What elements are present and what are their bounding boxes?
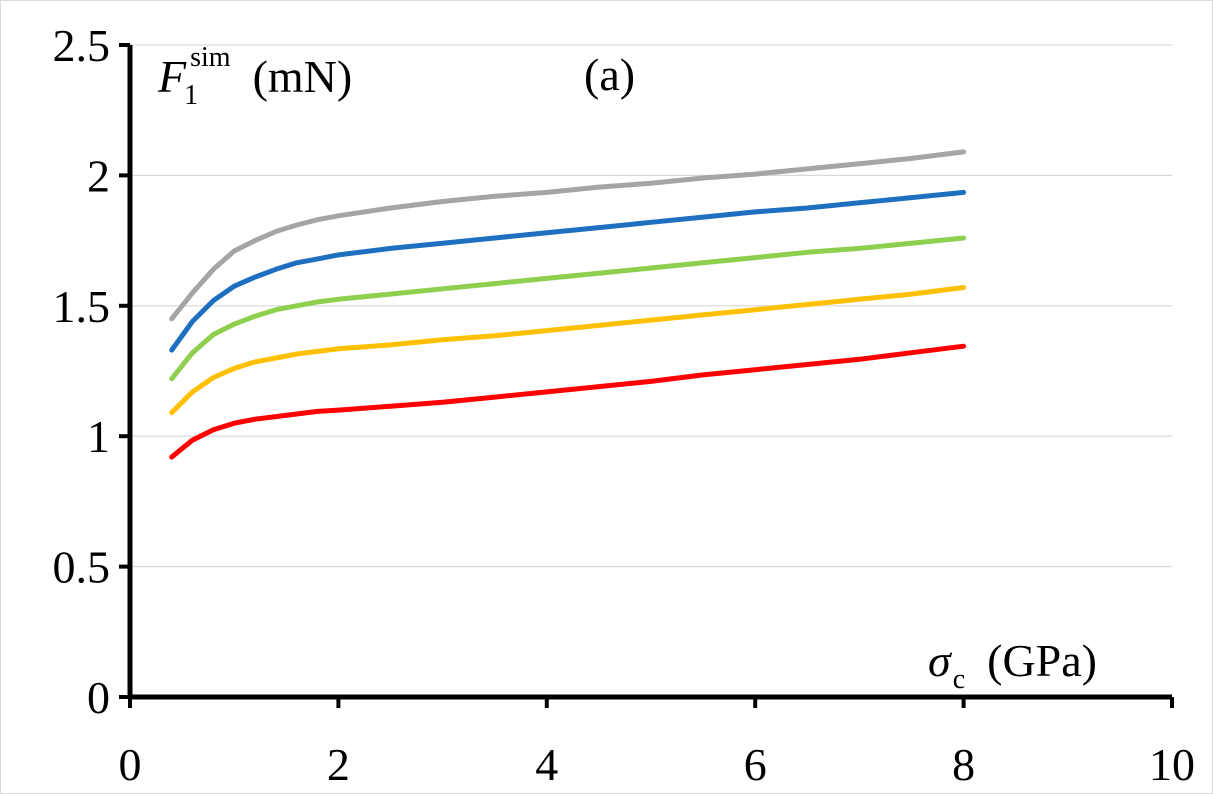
- x-tick-labels: 0 2 4 6 8 10: [119, 739, 1196, 790]
- x-tick-label-2: 4: [535, 739, 558, 790]
- x-tick-label-0: 0: [119, 739, 142, 790]
- x-tick-label-4: 8: [952, 739, 975, 790]
- series-lines: [169, 149, 967, 460]
- series-line-3: [169, 235, 967, 382]
- y-axis-unit: (mN): [253, 51, 353, 102]
- x-axis-subscript: c: [953, 664, 965, 695]
- y-axis-title: F1 sim (mN): [157, 42, 352, 111]
- y-axis-superscript: sim: [190, 42, 231, 73]
- y-tick-labels: 0 0.5 1 1.5 2 2.5: [53, 20, 111, 723]
- series-line-4: [169, 285, 967, 416]
- x-axis-unit: (GPa): [987, 635, 1097, 686]
- y-tick-label-3: 1.5: [53, 281, 111, 332]
- y-tick-label-0: 0: [87, 672, 110, 723]
- panel-label: (a): [584, 49, 635, 100]
- y-tick-label-1: 0.5: [53, 542, 111, 593]
- y-tick-label-5: 2.5: [53, 20, 111, 71]
- y-tick-label-2: 1: [87, 411, 110, 462]
- axes: [119, 43, 1174, 708]
- y-axis-symbol: F: [157, 51, 187, 102]
- series-line-2: [169, 189, 967, 353]
- x-axis-symbol: σ: [928, 635, 953, 686]
- series-line-1: [169, 149, 967, 322]
- x-axis-title: σc (GPa): [928, 635, 1097, 695]
- series-line-5: [169, 343, 967, 460]
- x-tick-label-1: 2: [327, 739, 350, 790]
- x-tick-label-3: 6: [744, 739, 767, 790]
- y-tick-label-4: 2: [87, 150, 110, 201]
- x-tick-label-5: 10: [1149, 739, 1195, 790]
- y-axis-subscript: 1: [184, 80, 198, 111]
